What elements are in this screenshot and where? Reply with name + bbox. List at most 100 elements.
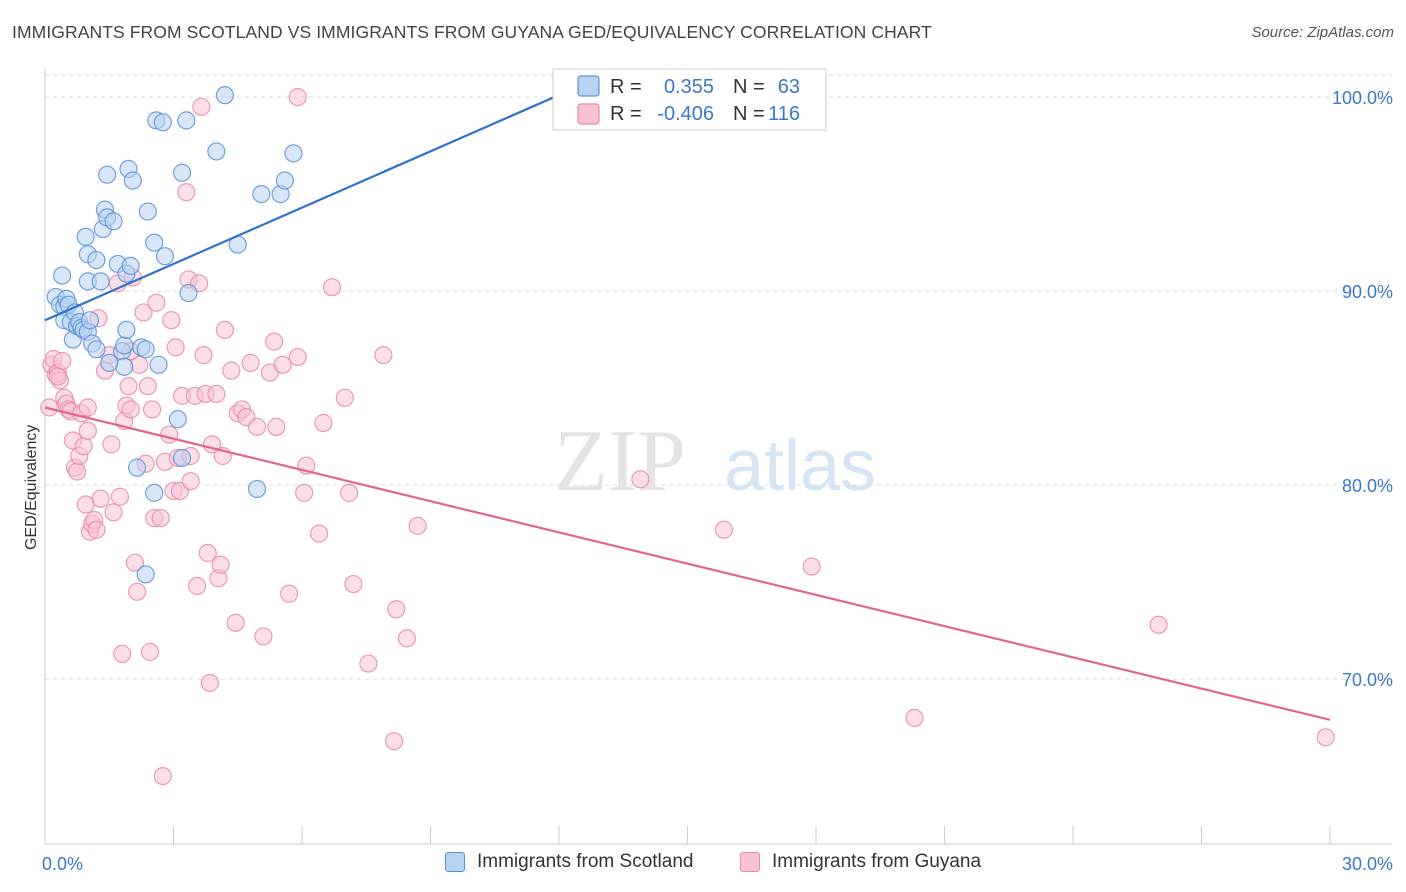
point-guyana-74 xyxy=(222,361,241,380)
legend-swatch-scotland xyxy=(577,75,600,97)
y-tick-label-3: 100.0% xyxy=(1332,88,1393,108)
point-guyana-27 xyxy=(102,435,121,454)
point-scotland-49 xyxy=(172,448,192,468)
point-scotland-50 xyxy=(172,163,192,182)
point-scotland-51 xyxy=(177,111,196,130)
series-guyana-points xyxy=(40,87,1335,786)
point-guyana-93 xyxy=(335,388,354,407)
point-guyana-98 xyxy=(384,732,404,751)
point-guyana-107 xyxy=(1316,728,1335,747)
series-scotland-points xyxy=(46,86,577,584)
point-scotland-32 xyxy=(117,320,136,339)
point-guyana-94 xyxy=(340,483,359,502)
point-guyana-73 xyxy=(215,320,234,339)
point-scotland-45 xyxy=(149,355,168,374)
point-scotland-40 xyxy=(136,565,155,584)
point-guyana-48 xyxy=(153,766,172,786)
point-guyana-69 xyxy=(207,384,226,404)
point-guyana-100 xyxy=(397,629,417,648)
x-tick-label-1: 30.0% xyxy=(1342,854,1393,874)
point-scotland-31 xyxy=(115,357,134,376)
legend-box: R = 0.355 N = 63 R = -0.406 N = 116 xyxy=(552,68,827,131)
point-guyana-81 xyxy=(254,627,273,646)
point-scotland-48 xyxy=(168,410,187,429)
tick-labels: 70.0% 80.0% 90.0% 100.0% 0.0% 30.0% xyxy=(42,88,1393,874)
point-guyana-86 xyxy=(280,584,299,603)
point-scotland-53 xyxy=(207,142,226,161)
point-guyana-35 xyxy=(121,400,140,419)
point-guyana-92 xyxy=(322,278,342,297)
point-scotland-42 xyxy=(145,483,164,502)
point-scotland-17 xyxy=(87,340,106,359)
y-axis-label: GED/Equivalency xyxy=(23,425,40,550)
bottom-legend-label-guyana: Immigrants from Guyana xyxy=(772,851,982,872)
point-guyana-16 xyxy=(74,437,93,456)
point-guyana-50 xyxy=(160,425,179,444)
point-guyana-34 xyxy=(119,377,138,396)
point-guyana-102 xyxy=(631,470,650,489)
point-guyana-75 xyxy=(226,613,245,632)
watermark-zip: ZIP xyxy=(554,413,686,510)
point-scotland-37 xyxy=(127,458,147,477)
point-guyana-43 xyxy=(140,642,160,662)
point-scotland-56 xyxy=(247,479,267,499)
point-guyana-88 xyxy=(295,483,314,502)
y-tick-label-2: 90.0% xyxy=(1342,282,1393,302)
point-scotland-54 xyxy=(215,86,234,105)
point-guyana-91 xyxy=(314,413,333,433)
bottom-legend-item-guyana[interactable]: Immigrants from Guyana xyxy=(740,851,981,873)
trend-line-guyana xyxy=(44,406,1331,721)
point-guyana-44 xyxy=(142,400,162,419)
y-tick-label-0: 70.0% xyxy=(1342,670,1393,690)
point-guyana-67 xyxy=(200,673,220,693)
point-scotland-52 xyxy=(179,283,198,303)
point-guyana-47 xyxy=(151,508,170,528)
point-guyana-18 xyxy=(78,421,97,440)
trend-line-scotland xyxy=(44,90,569,322)
chart-title: IMMIGRANTS FROM SCOTLAND VS IMMIGRANTS F… xyxy=(12,22,932,42)
point-guyana-108 xyxy=(48,367,67,386)
legend-swatch-guyana xyxy=(577,103,600,125)
point-guyana-105 xyxy=(905,708,924,728)
point-guyana-64 xyxy=(194,346,213,365)
point-guyana-97 xyxy=(374,346,393,365)
point-guyana-85 xyxy=(273,355,292,374)
point-guyana-51 xyxy=(162,311,181,330)
point-guyana-101 xyxy=(408,516,427,535)
point-scotland-60 xyxy=(284,144,303,163)
trend-lines xyxy=(44,90,1331,721)
legend-r-label-scotland: R = xyxy=(610,76,642,98)
point-scotland-59 xyxy=(275,171,294,190)
point-scotland-36 xyxy=(123,171,142,190)
point-guyana-57 xyxy=(177,183,196,202)
point-guyana-103 xyxy=(714,520,734,539)
point-guyana-40 xyxy=(134,303,153,322)
point-scotland-22 xyxy=(91,272,110,291)
y-tick-label-1: 80.0% xyxy=(1342,476,1393,496)
point-guyana-109 xyxy=(78,398,97,417)
point-guyana-87 xyxy=(288,347,307,367)
point-guyana-37 xyxy=(125,553,145,572)
point-guyana-38 xyxy=(127,582,147,601)
point-scotland-47 xyxy=(155,247,175,266)
point-scotland-18 xyxy=(76,227,95,246)
point-scotland-43 xyxy=(145,233,164,252)
point-guyana-111 xyxy=(288,87,307,107)
point-guyana-30 xyxy=(110,487,130,506)
watermark-atlas: atlas xyxy=(724,426,876,506)
point-guyana-61 xyxy=(187,576,207,596)
point-guyana-13 xyxy=(68,462,87,481)
point-scotland-62 xyxy=(100,353,119,372)
bottom-legend-item-scotland[interactable]: Immigrants from Scotland xyxy=(445,851,693,873)
point-guyana-90 xyxy=(310,524,329,543)
point-guyana-96 xyxy=(359,654,378,673)
bottom-legend: Immigrants from Scotland Immigrants from… xyxy=(0,851,1406,879)
point-scotland-26 xyxy=(98,165,117,184)
point-guyana-46 xyxy=(147,293,166,312)
bottom-legend-swatch-guyana xyxy=(740,852,760,872)
legend-n-label-scotland: N = xyxy=(733,76,765,98)
legend-r-value-scotland: 0.355 xyxy=(664,76,714,98)
point-guyana-59 xyxy=(181,472,200,491)
point-scotland-27 xyxy=(104,212,123,231)
